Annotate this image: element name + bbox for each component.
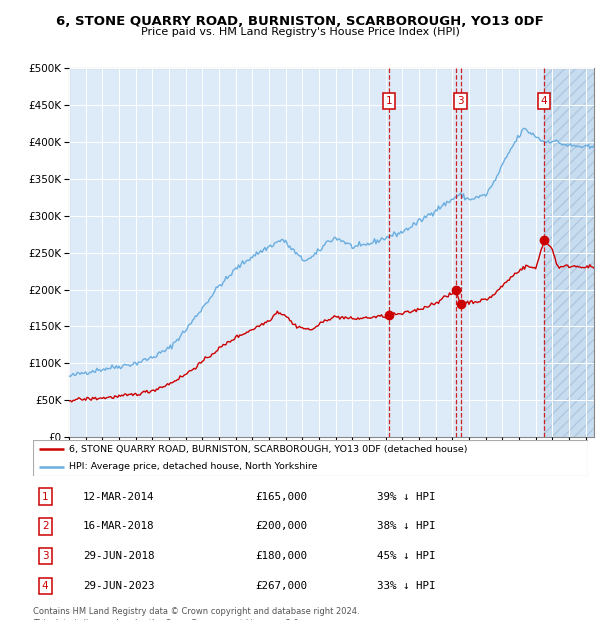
Bar	[544, 68, 594, 437]
Text: Price paid vs. HM Land Registry's House Price Index (HPI): Price paid vs. HM Land Registry's House …	[140, 27, 460, 37]
Text: 3: 3	[42, 551, 49, 561]
Text: 1: 1	[386, 95, 392, 105]
Text: 33% ↓ HPI: 33% ↓ HPI	[377, 581, 436, 591]
Text: £180,000: £180,000	[255, 551, 307, 561]
Text: 12-MAR-2014: 12-MAR-2014	[83, 492, 154, 502]
Text: £165,000: £165,000	[255, 492, 307, 502]
Text: 6, STONE QUARRY ROAD, BURNISTON, SCARBOROUGH, YO13 0DF (detached house): 6, STONE QUARRY ROAD, BURNISTON, SCARBOR…	[69, 445, 467, 454]
Text: 2: 2	[42, 521, 49, 531]
Text: 16-MAR-2018: 16-MAR-2018	[83, 521, 154, 531]
Text: 1: 1	[42, 492, 49, 502]
Text: £200,000: £200,000	[255, 521, 307, 531]
Text: 45% ↓ HPI: 45% ↓ HPI	[377, 551, 436, 561]
Text: Contains HM Land Registry data © Crown copyright and database right 2024.
This d: Contains HM Land Registry data © Crown c…	[33, 607, 359, 620]
Text: 6, STONE QUARRY ROAD, BURNISTON, SCARBOROUGH, YO13 0DF: 6, STONE QUARRY ROAD, BURNISTON, SCARBOR…	[56, 15, 544, 28]
Text: 38% ↓ HPI: 38% ↓ HPI	[377, 521, 436, 531]
Bar	[544, 68, 594, 437]
Text: HPI: Average price, detached house, North Yorkshire: HPI: Average price, detached house, Nort…	[69, 462, 317, 471]
Text: 4: 4	[541, 95, 547, 105]
Text: 39% ↓ HPI: 39% ↓ HPI	[377, 492, 436, 502]
Text: 4: 4	[42, 581, 49, 591]
Text: £267,000: £267,000	[255, 581, 307, 591]
Text: 29-JUN-2023: 29-JUN-2023	[83, 581, 154, 591]
Text: 3: 3	[457, 95, 464, 105]
Text: 29-JUN-2018: 29-JUN-2018	[83, 551, 154, 561]
